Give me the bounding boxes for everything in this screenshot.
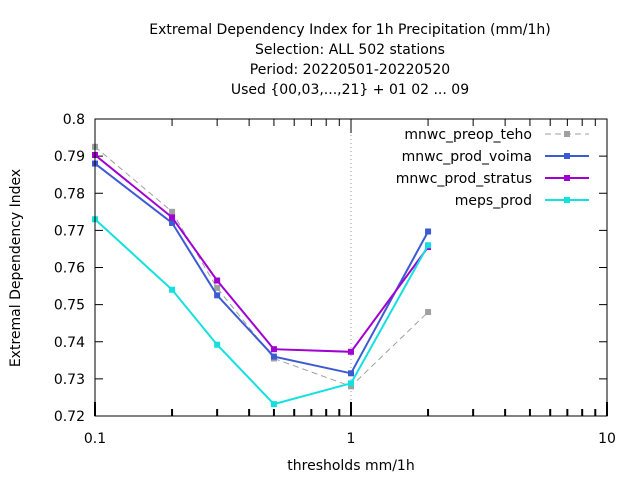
x-tick-label: 1: [347, 431, 356, 447]
legend-label: meps_prod: [455, 193, 532, 209]
data-point: [169, 286, 176, 293]
chart-title: Extremal Dependency Index for 1h Precipi…: [149, 22, 550, 98]
data-point: [270, 346, 277, 353]
legend-label: mnwc_prod_voima: [402, 149, 532, 165]
x-axis-label: thresholds mm/1h: [287, 458, 414, 474]
legend-swatch-marker: [564, 153, 570, 159]
data-point: [270, 353, 277, 360]
y-tick-label: 0.72: [54, 409, 85, 425]
y-tick-label: 0.78: [54, 186, 85, 202]
data-point: [425, 242, 432, 249]
y-tick-label: 0.74: [54, 335, 85, 351]
x-tick-label: 0.1: [84, 431, 106, 447]
y-axis-label: Extremal Dependency Index: [8, 169, 24, 367]
y-tick-label: 0.75: [54, 298, 85, 314]
data-point: [214, 284, 221, 291]
x-tick-label: 10: [598, 431, 616, 447]
y-tick-label: 0.8: [63, 112, 85, 128]
title-line-3: Period: 20220501-20220520: [250, 62, 450, 78]
series-line-mnwc_prod_stratus: [94, 154, 429, 353]
data-point: [214, 292, 221, 299]
data-point: [270, 401, 277, 408]
data-point: [348, 348, 354, 355]
legend: mnwc_preop_teho mnwc_prod_voima mnwc_prod_…: [396, 127, 589, 209]
y-tick-label: 0.79: [54, 149, 85, 165]
series-lines: [92, 143, 432, 408]
legend-swatch-marker: [564, 131, 570, 137]
data-point: [169, 208, 176, 215]
legend-label: mnwc_prod_stratus: [396, 171, 532, 187]
legend-label: mnwc_preop_teho: [404, 127, 532, 143]
data-point: [169, 214, 176, 221]
legend-swatch-marker: [564, 175, 570, 181]
title-line-4: Used {00,03,...,21} + 01 02 ... 09: [231, 82, 469, 98]
title-line-2: Selection: ALL 502 stations: [255, 42, 445, 58]
data-point: [348, 380, 354, 387]
data-point: [348, 370, 354, 377]
series-line-mnwc_prod_voima: [94, 162, 429, 375]
y-tick-label: 0.76: [54, 261, 85, 277]
series-line-mnwc_preop_teho: [94, 146, 429, 387]
data-point: [214, 277, 221, 284]
title-line-1: Extremal Dependency Index for 1h Precipi…: [149, 22, 550, 38]
data-point: [169, 219, 176, 226]
y-tick-label: 0.77: [54, 223, 85, 239]
y-axis-ticks: 0.72 0.73 0.74 0.75 0.76 0.77 0.78 0.79 0.8: [54, 112, 607, 425]
series-line-meps_prod: [94, 218, 429, 406]
data-point: [214, 341, 221, 348]
y-tick-label: 0.73: [54, 372, 85, 388]
data-point: [425, 309, 432, 316]
data-point: [425, 228, 432, 235]
legend-swatch-marker: [564, 197, 570, 203]
plot-frame: [94, 118, 608, 417]
